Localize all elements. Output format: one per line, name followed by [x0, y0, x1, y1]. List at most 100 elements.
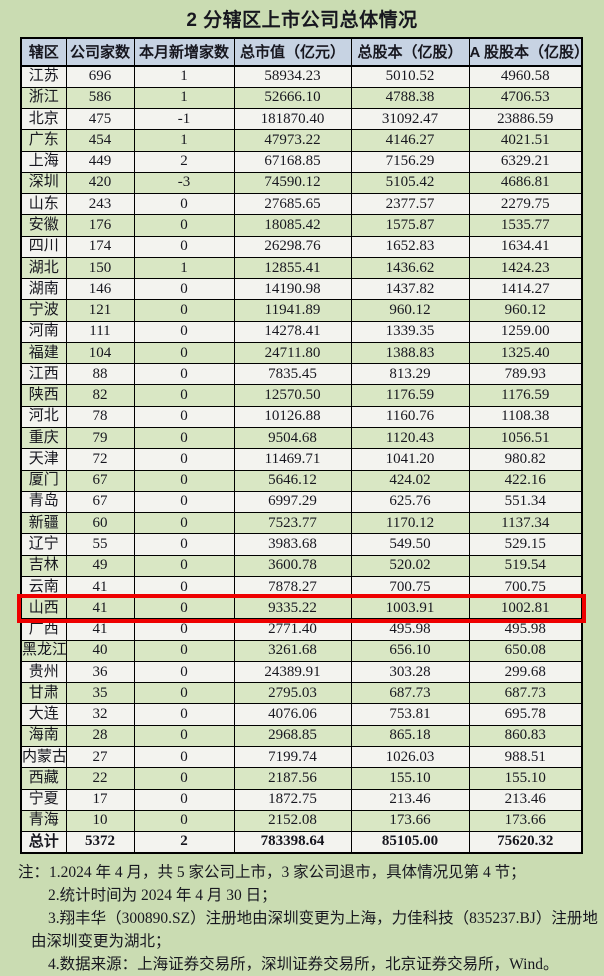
value-cell: -1	[133, 108, 235, 131]
value-cell: 0	[133, 299, 235, 322]
value-cell: 35	[65, 682, 135, 705]
page-title: 2 分辖区上市公司总体情况	[186, 10, 418, 31]
table-row: 吉林 49 0 3600.78 520.02 519.54	[20, 554, 583, 577]
value-cell: 5372	[65, 831, 135, 854]
value-cell: 213.46	[350, 788, 470, 811]
value-cell: 1436.62	[350, 256, 470, 280]
value-cell: 6997.29	[233, 490, 352, 514]
value-cell: 18085.42	[233, 214, 352, 237]
value-cell: 7523.77	[233, 512, 352, 535]
value-cell: 789.93	[468, 363, 583, 386]
value-cell: 7199.74	[233, 745, 352, 769]
table-header-row: 辖区 公司家数 本月新增家数 总市值（亿元） 总股本（亿股） A 股股本（亿股）	[20, 37, 589, 67]
value-cell: 4686.81	[468, 171, 583, 195]
table-row: 内蒙古 27 0 7199.74 1026.03 988.51	[20, 745, 583, 769]
value-cell: 176	[65, 214, 135, 237]
table-row: 贵州 36 0 24389.91 303.28 299.68	[20, 660, 583, 684]
column-header: 总市值（亿元）	[233, 37, 352, 67]
region-cell: 江西	[20, 363, 67, 386]
value-cell: 1	[133, 256, 235, 280]
value-cell: 700.75	[350, 575, 470, 599]
value-cell: 58934.23	[233, 65, 352, 88]
value-cell: 2279.75	[468, 193, 583, 216]
value-cell: 1872.75	[233, 788, 352, 811]
column-header: 公司家数	[65, 37, 135, 67]
value-cell: 988.51	[468, 745, 583, 769]
value-cell: 47973.22	[233, 129, 352, 152]
value-cell: 2187.56	[233, 767, 352, 790]
table-row: 四川 174 0 26298.76 1652.83 1634.41	[20, 235, 583, 258]
value-cell: 980.82	[468, 448, 583, 471]
value-cell: 2	[133, 150, 235, 173]
value-cell: 422.16	[468, 469, 583, 492]
value-cell: 1170.12	[350, 512, 470, 535]
value-cell: 0	[133, 214, 235, 237]
table-row: 河北 78 0 10126.88 1160.76 1108.38	[20, 405, 583, 429]
value-cell: 3983.68	[233, 533, 352, 556]
value-cell: 0	[133, 533, 235, 556]
value-cell: 150	[65, 256, 135, 280]
table-header: 辖区 公司家数 本月新增家数 总市值（亿元） 总股本（亿股） A 股股本（亿股）	[20, 37, 589, 67]
value-cell: 0	[133, 575, 235, 599]
value-cell: 11941.89	[233, 299, 352, 322]
value-cell: 0	[133, 767, 235, 790]
value-cell: 67	[65, 490, 135, 514]
value-cell: 173.66	[468, 809, 583, 833]
region-cell: 海南	[20, 724, 67, 748]
value-cell: 14190.98	[233, 278, 352, 301]
value-cell: 0	[133, 639, 235, 662]
footnote-line-5: 4.数据来源：上海证券交易所，深圳证券交易所，北京证券交易所，Wind。	[48, 955, 559, 973]
value-cell: 1137.34	[468, 512, 583, 535]
value-cell: 783398.64	[233, 831, 352, 854]
value-cell: 60	[65, 512, 135, 535]
value-cell: 55	[65, 533, 135, 556]
region-cell: 甘肃	[20, 682, 67, 705]
value-cell: 1414.27	[468, 278, 583, 301]
value-cell: 0	[133, 448, 235, 471]
region-cell: 重庆	[20, 427, 67, 450]
value-cell: 3261.68	[233, 639, 352, 662]
region-cell: 新疆	[20, 512, 67, 535]
value-cell: 0	[133, 554, 235, 577]
value-cell: 0	[133, 724, 235, 748]
value-cell: 2968.85	[233, 724, 352, 748]
value-cell: 121	[65, 299, 135, 322]
value-cell: 2152.08	[233, 809, 352, 833]
value-cell: 41	[65, 597, 135, 620]
value-cell: 27685.65	[233, 193, 352, 216]
region-cell: 河北	[20, 405, 67, 429]
region-cell: 黑龙江	[20, 639, 67, 662]
value-cell: 1176.59	[468, 384, 583, 407]
value-cell: 695.78	[468, 703, 583, 726]
value-cell: 14278.41	[233, 320, 352, 343]
value-cell: 2771.40	[233, 618, 352, 641]
value-cell: 26298.76	[233, 235, 352, 258]
value-cell: 11469.71	[233, 448, 352, 471]
value-cell: 454	[65, 129, 135, 152]
value-cell: 4021.51	[468, 129, 583, 152]
value-cell: 1652.83	[350, 235, 470, 258]
region-cell: 四川	[20, 235, 67, 258]
table-row: 宁夏 17 0 1872.75 213.46 213.46	[20, 788, 583, 811]
value-cell: 1	[133, 86, 235, 110]
table-row: 青岛 67 0 6997.29 625.76 551.34	[20, 490, 583, 514]
value-cell: -3	[133, 171, 235, 195]
value-cell: 9335.22	[233, 597, 352, 620]
value-cell: 0	[133, 405, 235, 429]
value-cell: 1056.51	[468, 427, 583, 450]
table-row: 厦门 67 0 5646.12 424.02 422.16	[20, 469, 583, 492]
table-row: 上海 449 2 67168.85 7156.29 6329.21	[20, 150, 583, 173]
table-row: 宁波 121 0 11941.89 960.12 960.12	[20, 299, 583, 322]
value-cell: 551.34	[468, 490, 583, 514]
table-row: 大连 32 0 4076.06 753.81 695.78	[20, 703, 583, 726]
value-cell: 104	[65, 341, 135, 365]
value-cell: 24711.80	[233, 341, 352, 365]
value-cell: 174	[65, 235, 135, 258]
value-cell: 813.29	[350, 363, 470, 386]
column-header: A 股股本（亿股）	[468, 37, 589, 67]
region-cell: 北京	[20, 108, 67, 131]
region-cell: 浙江	[20, 86, 67, 110]
value-cell: 0	[133, 193, 235, 216]
value-cell: 74590.12	[233, 171, 352, 195]
value-cell: 1160.76	[350, 405, 470, 429]
